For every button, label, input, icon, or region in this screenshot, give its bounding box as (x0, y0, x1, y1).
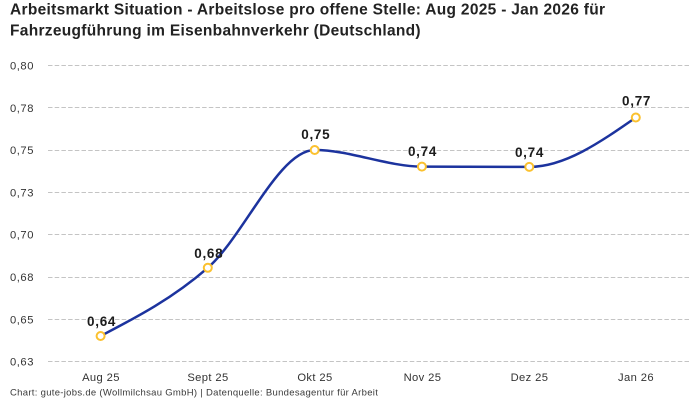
svg-text:Aug 25: Aug 25 (82, 372, 120, 384)
svg-text:0,74: 0,74 (515, 145, 544, 160)
svg-text:0,73: 0,73 (10, 187, 34, 199)
svg-text:0,75: 0,75 (10, 145, 34, 157)
svg-text:0,78: 0,78 (10, 103, 34, 115)
svg-text:Jan 26: Jan 26 (618, 372, 654, 384)
svg-text:0,70: 0,70 (10, 230, 34, 242)
svg-text:Arbeitsmarkt Situation - Arbei: Arbeitsmarkt Situation - Arbeitslose pro… (10, 2, 605, 19)
svg-text:Sept 25: Sept 25 (187, 372, 228, 384)
svg-text:0,80: 0,80 (10, 61, 34, 73)
svg-text:0,75: 0,75 (301, 127, 330, 142)
svg-text:Nov 25: Nov 25 (404, 372, 442, 384)
svg-text:0,64: 0,64 (87, 314, 116, 329)
svg-text:0,74: 0,74 (408, 144, 437, 159)
svg-text:0,68: 0,68 (194, 246, 223, 261)
svg-text:Okt 25: Okt 25 (297, 372, 332, 384)
svg-text:Fahrzeugführung im Eisenbahnve: Fahrzeugführung im Eisenbahnverkehr (Deu… (10, 23, 421, 40)
svg-text:0,77: 0,77 (622, 93, 651, 108)
svg-text:0,68: 0,68 (10, 272, 34, 284)
svg-text:0,63: 0,63 (10, 357, 34, 369)
svg-text:Chart: gute-jobs.de (Wollmilch: Chart: gute-jobs.de (Wollmilchsau GmbH) … (10, 388, 378, 399)
svg-text:0,65: 0,65 (10, 314, 34, 326)
svg-text:Dez 25: Dez 25 (511, 372, 549, 384)
